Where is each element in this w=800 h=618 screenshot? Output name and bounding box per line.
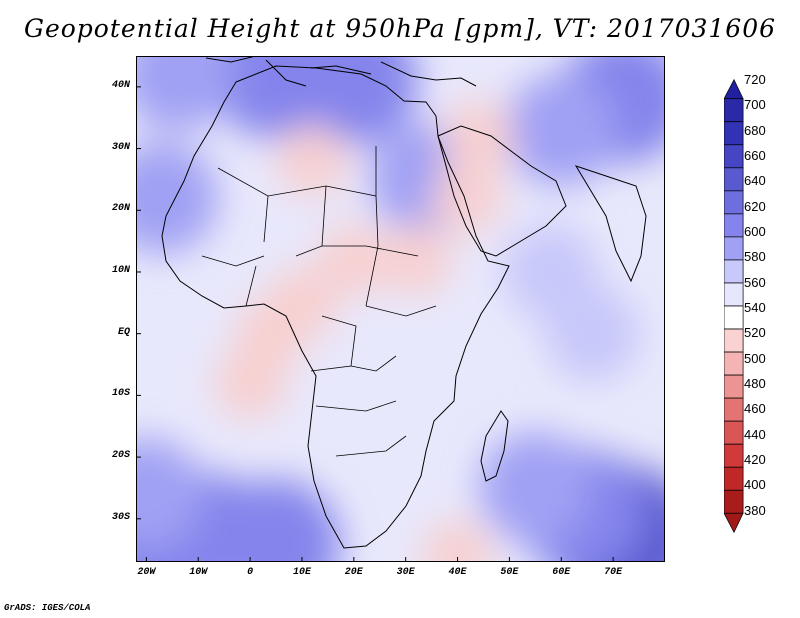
longitude-label: 0 bbox=[247, 567, 254, 578]
latitude-label: 40N bbox=[111, 79, 130, 91]
colorbar-segment bbox=[724, 305, 744, 330]
latitude-label: 10N bbox=[111, 264, 130, 276]
colorbar-label: 440 bbox=[744, 426, 766, 442]
colorbar-segment bbox=[724, 121, 744, 146]
colorbar-segment bbox=[724, 144, 744, 169]
colorbar bbox=[724, 78, 744, 534]
colorbar-label: 600 bbox=[744, 224, 766, 239]
colorbar-label: 380 bbox=[744, 502, 766, 518]
colorbar-segment bbox=[724, 98, 744, 123]
colorbar-label: 460 bbox=[744, 401, 766, 417]
longitude-label: 20E bbox=[344, 567, 363, 578]
high-height-blob bbox=[431, 161, 504, 234]
low-height-blob bbox=[136, 438, 203, 551]
colorbar-segment bbox=[724, 420, 744, 445]
map-frame bbox=[136, 56, 665, 562]
high-height-blob bbox=[214, 347, 287, 420]
madagascar-coastline bbox=[480, 410, 509, 482]
colorbar-segment bbox=[724, 190, 744, 215]
colorbar-top-arrow bbox=[724, 78, 744, 100]
colorbar-segment bbox=[724, 282, 744, 307]
colorbar-segment bbox=[724, 328, 744, 353]
map-title: Geopotential Height at 950hPa [gpm], VT:… bbox=[23, 14, 777, 43]
colorbar-segment bbox=[724, 236, 744, 261]
colorbar-label: 540 bbox=[744, 300, 766, 315]
longitude-label: 30E bbox=[396, 567, 415, 578]
low-height-blob bbox=[289, 56, 418, 145]
longitude-label: 10W bbox=[189, 567, 208, 578]
high-height-blob bbox=[276, 124, 349, 197]
country-borders bbox=[201, 146, 437, 457]
colorbar-label: 660 bbox=[744, 148, 766, 163]
latitude-label: EQ bbox=[117, 326, 130, 338]
colorbar-label: 640 bbox=[744, 173, 766, 189]
low-height-blob bbox=[212, 479, 341, 562]
high-height-blob bbox=[421, 519, 494, 562]
latitude-label: 10S bbox=[111, 388, 130, 400]
colorbar-segment bbox=[724, 259, 744, 284]
latitude-label: 30S bbox=[111, 511, 130, 523]
map-border bbox=[136, 56, 665, 562]
colorbar-segment bbox=[724, 443, 744, 468]
colorbar-label: 700 bbox=[744, 97, 766, 113]
high-height-blob bbox=[265, 266, 338, 339]
latitude-label: 30N bbox=[111, 141, 130, 153]
colorbar-label: 620 bbox=[744, 198, 766, 214]
low-height-blob bbox=[505, 74, 618, 187]
coastline-layer bbox=[161, 56, 647, 549]
colorbar-segment bbox=[724, 213, 744, 238]
colorbar-label: 720 bbox=[744, 72, 766, 87]
colorbar-label: 500 bbox=[744, 350, 766, 366]
colorbar-label: 580 bbox=[744, 249, 766, 265]
colorbar-label: 560 bbox=[744, 274, 766, 290]
colorbar-segment bbox=[724, 489, 744, 514]
low-height-blob bbox=[136, 141, 218, 254]
map-plot bbox=[136, 56, 665, 562]
europe-coastline bbox=[205, 56, 477, 87]
colorbar-bottom-arrow bbox=[724, 512, 744, 534]
colorbar-segment bbox=[724, 374, 744, 399]
low-height-blob bbox=[136, 56, 234, 131]
colorbar-label: 680 bbox=[744, 122, 766, 138]
longitude-label: 60E bbox=[552, 567, 571, 578]
india-coastline bbox=[574, 165, 647, 283]
low-height-blob bbox=[479, 431, 592, 544]
longitude-label: 10E bbox=[292, 567, 311, 578]
colorbar-segment bbox=[724, 351, 744, 376]
latitude-label: 20S bbox=[111, 450, 130, 462]
axis-ticks bbox=[136, 86, 614, 562]
high-height-blob bbox=[380, 223, 453, 296]
height-field-layer bbox=[136, 56, 665, 562]
colorbar-label: 420 bbox=[744, 452, 766, 467]
colorbar-segment bbox=[724, 466, 744, 491]
latitude-label: 20N bbox=[111, 203, 130, 215]
colorbar-label: 400 bbox=[744, 477, 766, 493]
africa-coastline bbox=[161, 65, 510, 549]
colorbar-segment bbox=[724, 397, 744, 422]
grads-credit: GrADS: IGES/COLA bbox=[4, 603, 91, 613]
low-height-blob bbox=[544, 285, 641, 382]
colorbar-label: 480 bbox=[744, 376, 766, 391]
arabia-coastline bbox=[437, 125, 567, 257]
longitude-label: 20W bbox=[137, 567, 156, 578]
colorbar-label: 520 bbox=[744, 325, 766, 341]
longitude-label: 50E bbox=[500, 567, 519, 578]
longitude-label: 70E bbox=[604, 567, 623, 578]
longitude-label: 40E bbox=[448, 567, 467, 578]
high-height-blob bbox=[442, 100, 515, 173]
colorbar-segment bbox=[724, 167, 744, 192]
